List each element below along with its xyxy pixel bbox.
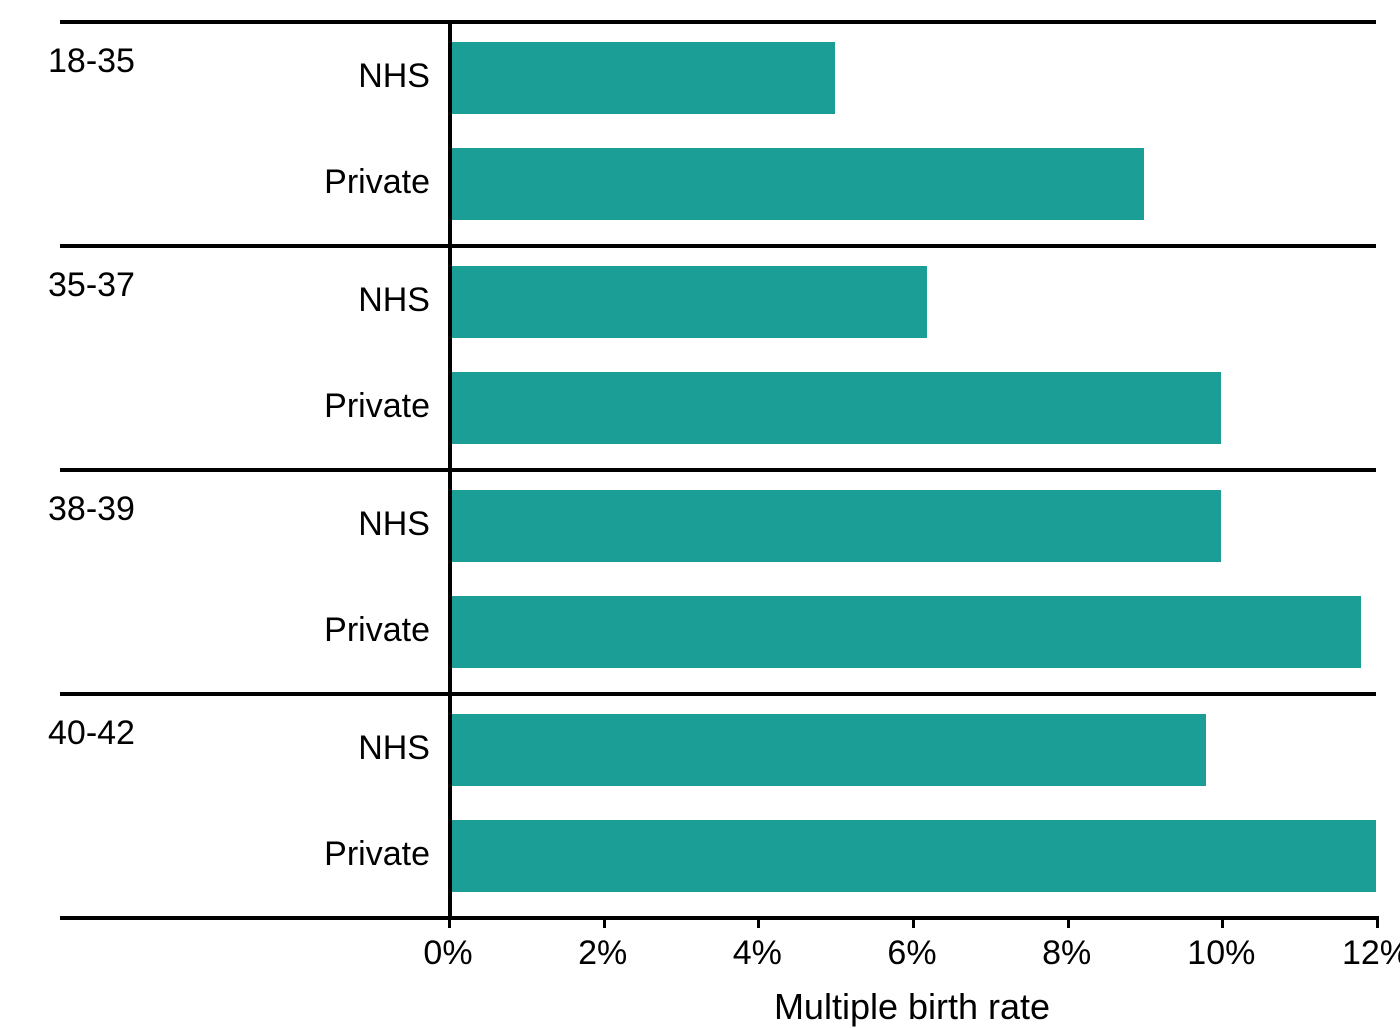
series-label: NHS: [358, 505, 430, 544]
bar: [452, 148, 1144, 220]
age-group-label: 35-37: [48, 266, 135, 305]
group-separator: [60, 916, 1376, 920]
bar: [452, 266, 927, 338]
x-tick-label: 0%: [423, 934, 472, 973]
age-group-label: 18-35: [48, 42, 135, 81]
age-group-label: 38-39: [48, 490, 135, 529]
series-label: Private: [324, 611, 430, 650]
bar: [452, 714, 1206, 786]
x-tick-mark: [1067, 916, 1070, 928]
x-tick-mark: [1376, 916, 1379, 928]
x-tick-label: 4%: [733, 934, 782, 973]
x-tick-label: 12%: [1342, 934, 1400, 973]
group-separator: [60, 244, 1376, 248]
birth-rate-bar-chart: 18-35 NHS Private 35-37 NHS Private 38-39 NHS Pr…: [0, 0, 1400, 1000]
series-label: Private: [324, 387, 430, 426]
bar: [452, 490, 1221, 562]
x-axis-label: Multiple birth rate: [448, 986, 1376, 1028]
series-label: NHS: [358, 281, 430, 320]
x-tick-mark: [757, 916, 760, 928]
group-separator: [60, 692, 1376, 696]
bar: [452, 372, 1221, 444]
bar: [452, 820, 1376, 892]
bar: [452, 42, 835, 114]
group-separator: [60, 20, 1376, 24]
x-tick-mark: [448, 916, 451, 928]
x-tick-label: 6%: [887, 934, 936, 973]
x-tick-label: 2%: [578, 934, 627, 973]
bar: [452, 596, 1361, 668]
x-tick-label: 8%: [1042, 934, 1091, 973]
x-tick-mark: [603, 916, 606, 928]
series-label: NHS: [358, 57, 430, 96]
x-tick-mark: [912, 916, 915, 928]
x-tick-label: 10%: [1187, 934, 1255, 973]
x-tick-mark: [1221, 916, 1224, 928]
age-group-label: 40-42: [48, 714, 135, 753]
series-label: Private: [324, 835, 430, 874]
group-separator: [60, 468, 1376, 472]
series-label: Private: [324, 163, 430, 202]
series-label: NHS: [358, 729, 430, 768]
